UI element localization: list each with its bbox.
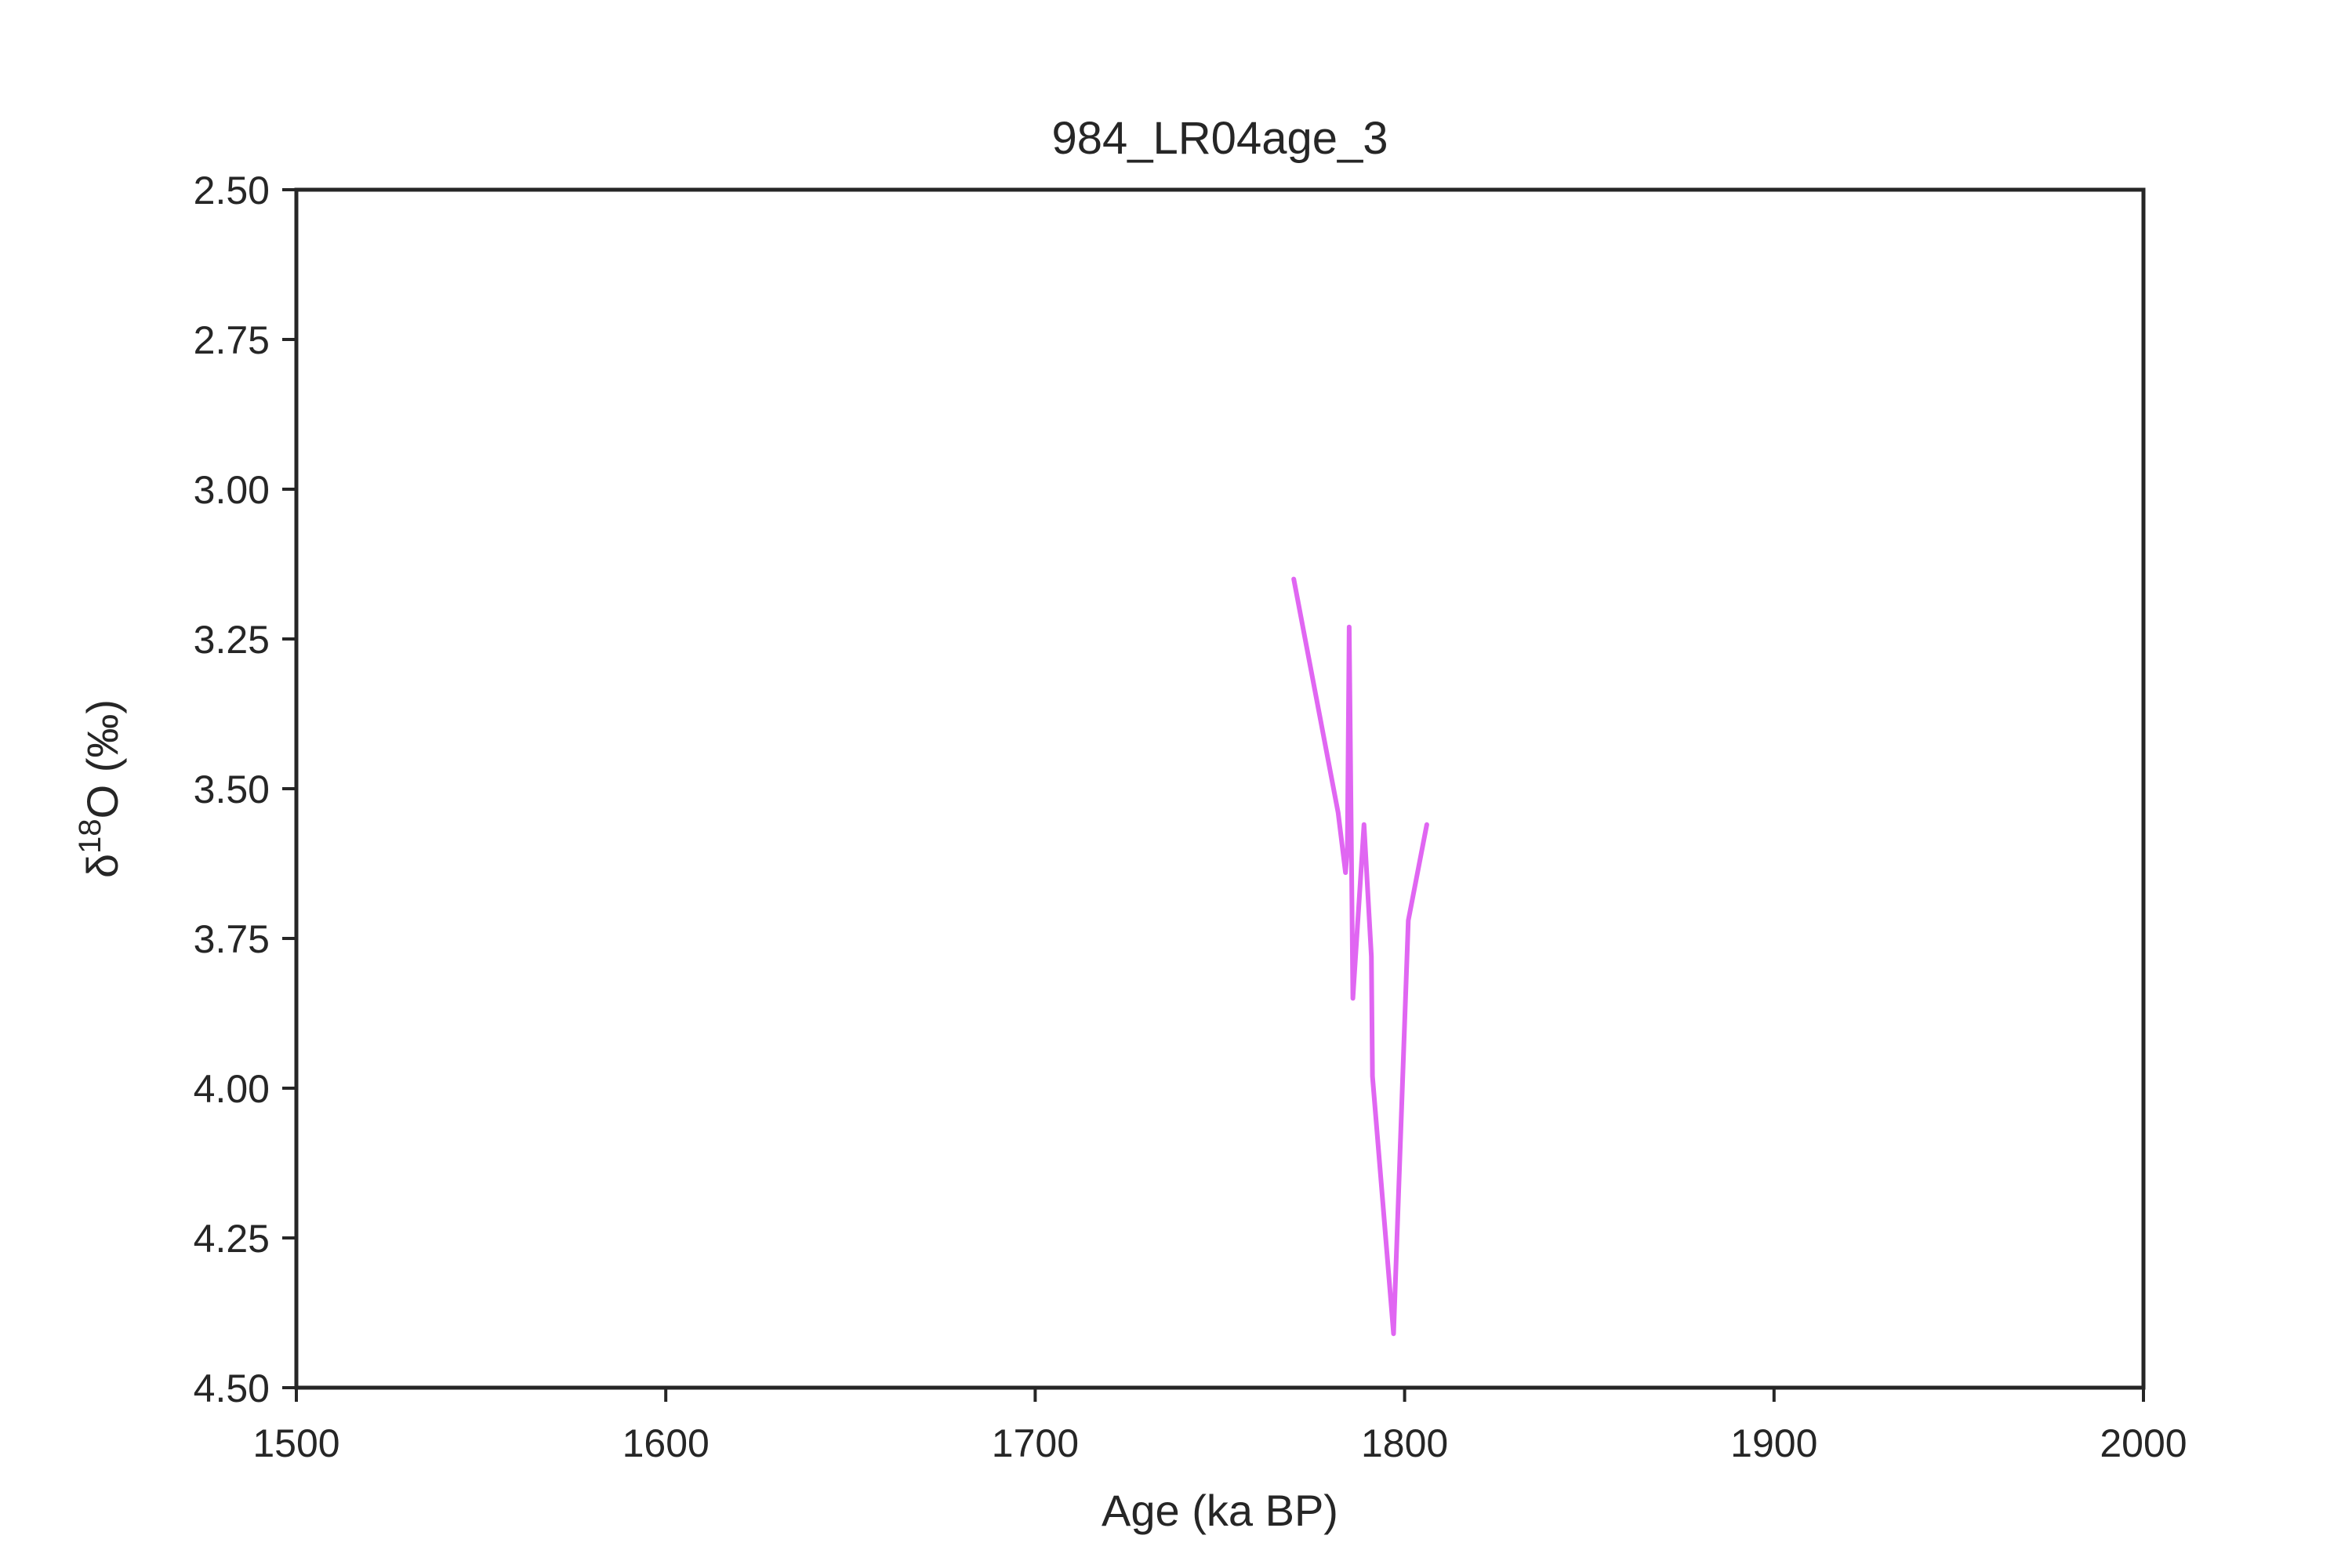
- y-tick-label: 2.50: [194, 169, 270, 212]
- y-axis-label-superscript: 18: [73, 818, 107, 854]
- chart-title: 984_LR04age_3: [1052, 113, 1388, 164]
- y-tick-label: 3.50: [194, 768, 270, 811]
- x-axis-ticks: 1500 1600 1700 1800 1900 2000: [252, 1388, 2187, 1465]
- x-axis-label: Age (ka BP): [1102, 1486, 1338, 1535]
- x-tick-label: 2000: [2100, 1421, 2187, 1465]
- y-tick-label: 4.50: [194, 1367, 270, 1410]
- y-tick-label: 3.00: [194, 468, 270, 512]
- y-axis-label-base: δ: [78, 854, 127, 878]
- x-tick-label: 1900: [1730, 1421, 1817, 1465]
- y-axis-ticks: 2.50 2.75 3.00 3.25 3.50 3.75 4.00 4.25 4.50: [194, 169, 296, 1410]
- y-tick-label: 2.75: [194, 318, 270, 362]
- x-tick-label: 1800: [1361, 1421, 1448, 1465]
- y-axis-label-rest: O (‰): [78, 699, 127, 818]
- y-tick-label: 4.00: [194, 1067, 270, 1111]
- x-tick-label: 1600: [622, 1421, 710, 1465]
- y-tick-label: 3.25: [194, 618, 270, 662]
- x-tick-label: 1700: [992, 1421, 1079, 1465]
- x-tick-label: 1500: [252, 1421, 339, 1465]
- y-tick-label: 4.25: [194, 1217, 270, 1261]
- series-layer: [1291, 576, 1429, 1337]
- y-tick-label: 3.75: [194, 917, 270, 961]
- series-line: [1291, 576, 1429, 1337]
- plot-area-frame: [294, 187, 2146, 1390]
- y-axis-label: δ18O (‰): [73, 699, 127, 878]
